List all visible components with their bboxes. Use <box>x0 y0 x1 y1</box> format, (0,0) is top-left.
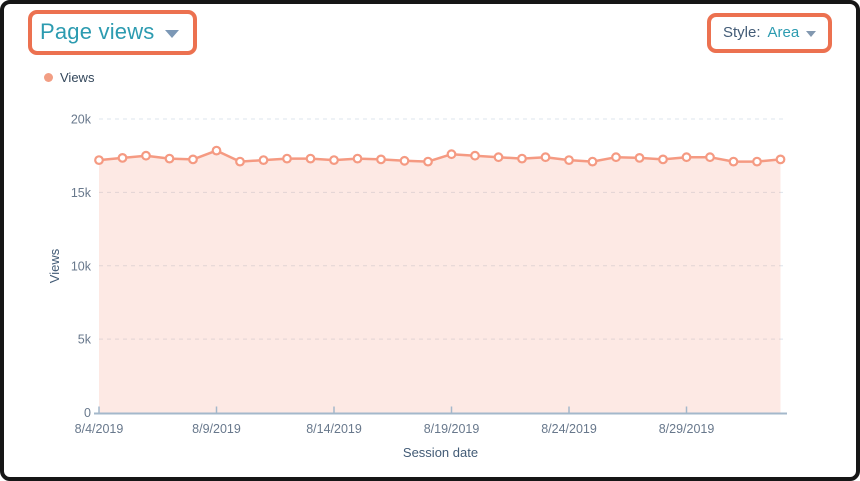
data-point[interactable] <box>164 153 175 164</box>
x-axis-title: Session date <box>403 445 478 460</box>
data-point[interactable] <box>282 153 292 164</box>
y-tick-label: 5k <box>78 333 92 347</box>
views-series-label: Views <box>60 70 95 85</box>
data-point[interactable] <box>423 156 433 167</box>
data-point[interactable] <box>305 153 316 164</box>
data-point[interactable] <box>752 156 762 167</box>
data-point[interactable] <box>587 156 598 167</box>
style-selected-value: Area <box>767 24 800 41</box>
data-point[interactable] <box>376 154 386 165</box>
page-title: Page views <box>40 19 155 44</box>
data-point[interactable] <box>94 155 104 166</box>
style-dropdown[interactable]: Style: Area <box>707 13 833 53</box>
data-point[interactable] <box>399 155 410 166</box>
data-point[interactable] <box>705 152 715 163</box>
data-point[interactable] <box>658 154 668 165</box>
y-tick-label: 20k <box>71 113 92 127</box>
chevron-down-icon <box>806 30 817 37</box>
data-point[interactable] <box>493 152 504 163</box>
x-tick-label: 8/19/2019 <box>424 422 480 436</box>
page-views-dropdown[interactable]: Page views <box>28 10 197 55</box>
chevron-down-icon <box>164 29 179 38</box>
views-series-swatch <box>44 73 53 82</box>
x-tick-label: 8/9/2019 <box>192 422 241 436</box>
data-point[interactable] <box>728 156 739 167</box>
chart-legend[interactable]: Views <box>44 70 94 85</box>
data-point[interactable] <box>188 154 198 165</box>
data-point[interactable] <box>775 154 786 165</box>
data-point[interactable] <box>235 156 245 167</box>
style-label: Style: <box>723 24 761 41</box>
data-point[interactable] <box>517 153 527 164</box>
data-point[interactable] <box>470 150 480 161</box>
data-point[interactable] <box>258 155 269 166</box>
x-tick-label: 8/29/2019 <box>659 422 715 436</box>
data-point[interactable] <box>117 152 128 163</box>
y-tick-label: 0 <box>84 406 91 420</box>
data-point[interactable] <box>211 145 222 156</box>
data-point[interactable] <box>611 152 621 163</box>
area-fill <box>99 150 781 413</box>
data-point[interactable] <box>681 152 692 163</box>
data-point[interactable] <box>634 152 645 163</box>
area-chart: 0 5k 10k 15k 20k 8/4/2019 8/9/2019 8/14/2019 8/1… <box>47 113 787 460</box>
data-point[interactable] <box>141 150 151 161</box>
data-point[interactable] <box>564 155 574 166</box>
x-tick-label: 8/24/2019 <box>541 422 597 436</box>
data-point[interactable] <box>352 153 363 164</box>
x-tick-label: 8/14/2019 <box>306 422 362 436</box>
y-tick-label: 10k <box>71 259 92 273</box>
x-tick-label: 8/4/2019 <box>75 422 124 436</box>
y-axis-title: Views <box>47 248 62 283</box>
y-tick-label: 15k <box>71 186 92 200</box>
data-point[interactable] <box>446 149 457 160</box>
data-point[interactable] <box>540 152 551 163</box>
data-point[interactable] <box>329 155 339 166</box>
